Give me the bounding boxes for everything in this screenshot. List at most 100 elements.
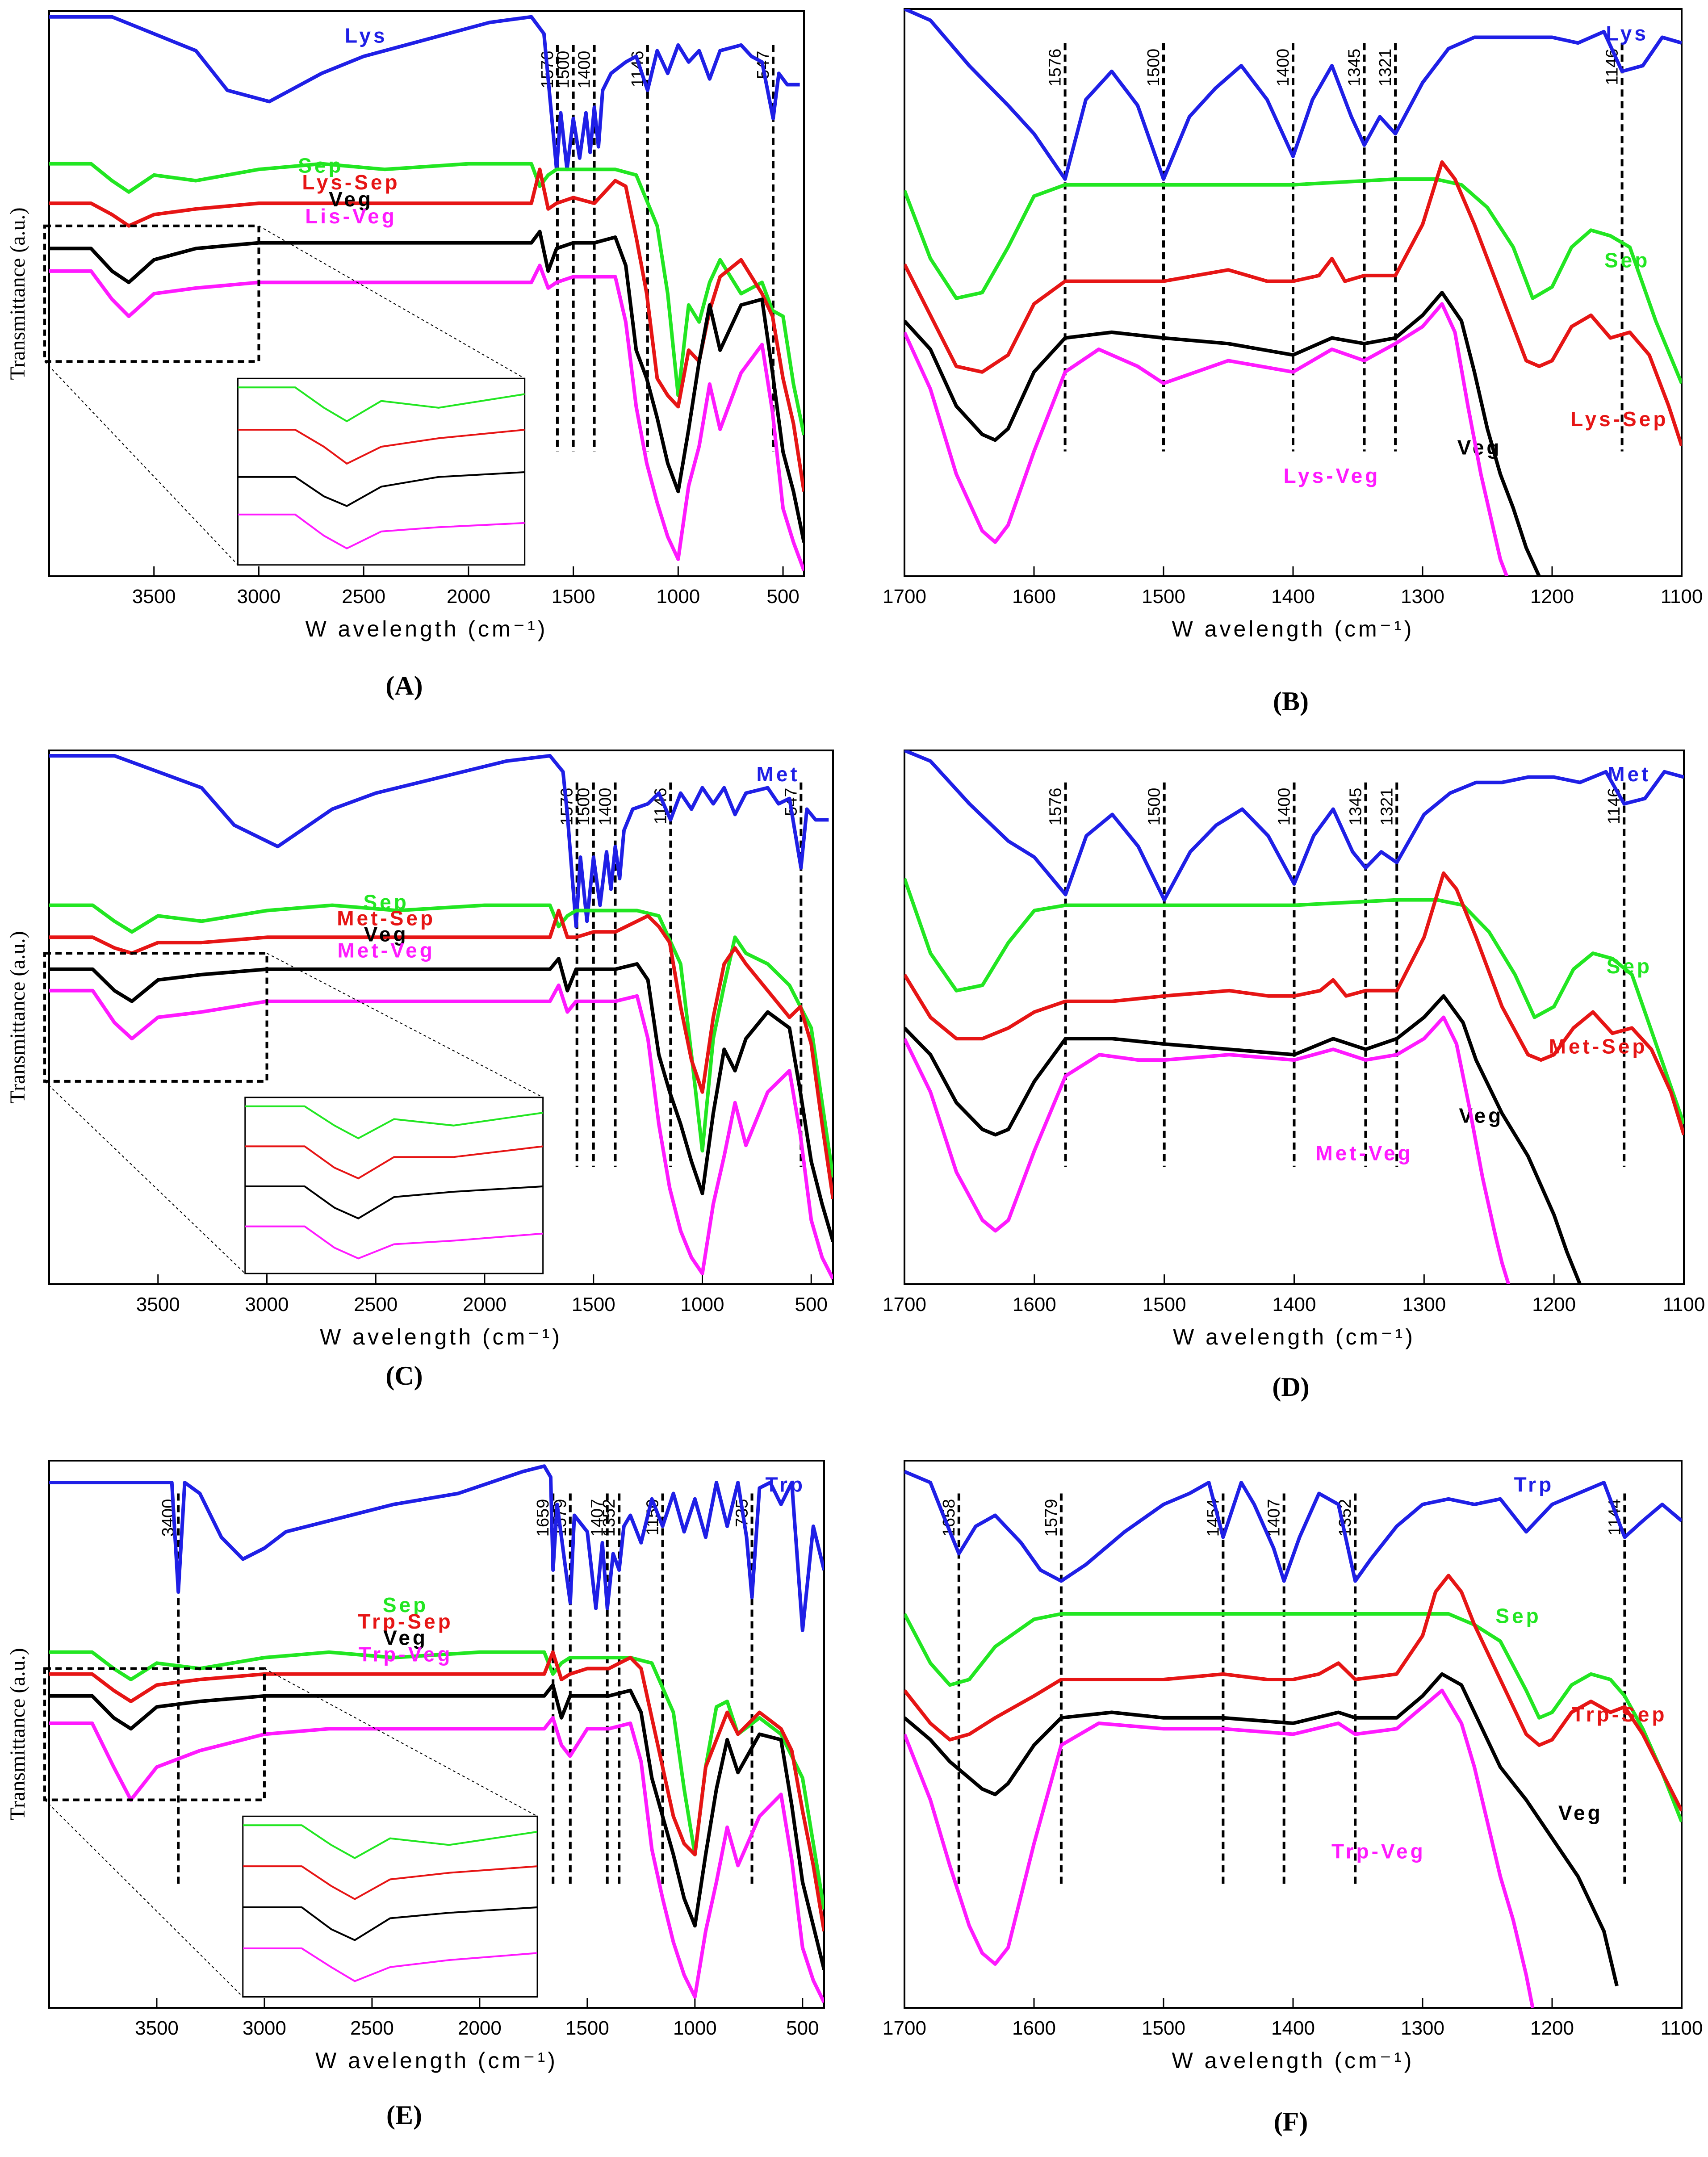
panel-c: 3500 3000 2500 2000 1500 1000 500 W avelength (… bbox=[6, 750, 834, 1391]
x-tick-label: 3500 bbox=[136, 1294, 180, 1315]
peak-label: 1345 bbox=[1346, 788, 1365, 826]
x-tick-label: 500 bbox=[786, 2017, 819, 2039]
plot-frame bbox=[48, 10, 805, 577]
x-tick-label: 1700 bbox=[883, 586, 926, 607]
series-line-veg bbox=[49, 1683, 824, 1970]
series-line-sep bbox=[904, 1612, 1682, 1822]
series-line-trp-veg bbox=[904, 1688, 1535, 2008]
zoom-connector bbox=[258, 225, 525, 379]
peak-label: 1659 bbox=[534, 1499, 553, 1537]
peak-label: 1500 bbox=[1144, 49, 1163, 87]
series-label-trp: Trp bbox=[765, 1473, 805, 1496]
x-tick-label: 1500 bbox=[572, 1294, 615, 1315]
x-tick-label: 1600 bbox=[1012, 586, 1056, 607]
series-line-trp bbox=[904, 1470, 1682, 1583]
x-tick-label: 1600 bbox=[1013, 1294, 1056, 1315]
series-line-lys bbox=[904, 9, 1682, 181]
zoom-connector bbox=[264, 1668, 538, 1817]
peak-label: 1500 bbox=[1145, 788, 1164, 826]
panel-d: 1700 1600 1500 1400 1300 1200 1100 W avelength … bbox=[883, 750, 1705, 1402]
series-label-lys: Lys bbox=[345, 24, 388, 47]
series-label-met-veg: Met-Veg bbox=[337, 938, 435, 962]
x-tick-label: 1000 bbox=[656, 586, 700, 607]
series-label-sep: Sep bbox=[383, 1593, 428, 1617]
x-tick-label: 1300 bbox=[1401, 2017, 1444, 2039]
zoom-connector bbox=[267, 953, 544, 1098]
peak-label: 1576 bbox=[1047, 788, 1065, 826]
series-line-met-sep bbox=[904, 871, 1684, 1135]
panel-a: 3500 3000 2500 2000 1500 1000 500 W avelength (… bbox=[6, 10, 805, 700]
series-label-lys: Lys bbox=[1606, 21, 1649, 45]
inset-series-line-met-veg bbox=[245, 1225, 543, 1260]
x-tick-label: 2500 bbox=[342, 586, 385, 607]
series-label-veg: Veg bbox=[383, 1626, 428, 1650]
x-axis-label: W avelength (cm⁻¹) bbox=[315, 2048, 558, 2073]
x-tick-label: 1400 bbox=[1273, 1294, 1316, 1315]
series-line-met-veg bbox=[49, 983, 833, 1280]
series-label-veg: Veg bbox=[1457, 436, 1502, 459]
x-tick-label: 2000 bbox=[458, 2017, 502, 2039]
series-line-lys-sep bbox=[904, 160, 1682, 447]
x-tick-label: 1500 bbox=[1142, 2017, 1185, 2039]
panel-caption: (F) bbox=[1274, 2107, 1308, 2136]
series-line-met bbox=[49, 754, 829, 929]
series-line-veg bbox=[904, 1672, 1619, 1986]
series-label-lis-veg: Lis-Veg bbox=[305, 205, 397, 228]
inset-frame bbox=[244, 1097, 544, 1274]
x-axis-label: W avelength (cm⁻¹) bbox=[306, 616, 548, 641]
series-line-veg bbox=[904, 291, 1541, 576]
series-line-lys-sep bbox=[49, 168, 804, 492]
series-line-veg bbox=[49, 957, 833, 1242]
series-label-trp-veg: Trp-Veg bbox=[1331, 1839, 1426, 1863]
series-label-met: Met bbox=[757, 762, 800, 786]
peak-label: 1579 bbox=[1042, 1499, 1061, 1537]
series-label-veg: Veg bbox=[1459, 1104, 1503, 1127]
plot-frame bbox=[48, 1460, 825, 2009]
series-label-sep: Sep bbox=[1607, 955, 1652, 978]
x-tick-label: 1300 bbox=[1402, 1294, 1446, 1315]
x-tick-label: 1100 bbox=[1661, 2017, 1703, 2039]
series-line-sep bbox=[49, 1650, 824, 1910]
series-line-veg bbox=[904, 994, 1582, 1284]
x-tick-label: 3500 bbox=[135, 2017, 179, 2039]
x-tick-label: 1200 bbox=[1530, 586, 1574, 607]
peak-label: 1500 bbox=[574, 788, 593, 826]
x-tick-label: 1500 bbox=[565, 2017, 609, 2039]
series-line-sep bbox=[49, 903, 833, 1178]
series-label-met-sep: Met-Sep bbox=[337, 907, 435, 930]
peak-label: 1345 bbox=[1345, 49, 1364, 87]
inset-series-line-lis-veg bbox=[238, 513, 525, 550]
series-label-lys-sep: Lys-Sep bbox=[1570, 407, 1668, 431]
x-tick-label: 3000 bbox=[243, 2017, 286, 2039]
peak-label: 1352 bbox=[600, 1499, 619, 1537]
x-tick-label: 2500 bbox=[350, 2017, 394, 2039]
inset-series-line-veg bbox=[238, 471, 525, 507]
panel-caption: (B) bbox=[1273, 687, 1309, 716]
x-tick-label: 2000 bbox=[447, 586, 490, 607]
peak-label: 1321 bbox=[1377, 788, 1396, 826]
series-label-lys-veg: Lys-Veg bbox=[1284, 464, 1381, 487]
x-tick-label: 1500 bbox=[552, 586, 595, 607]
series-label-trp-sep: Trp-Sep bbox=[1572, 1703, 1667, 1726]
series-line-trp bbox=[49, 1464, 824, 1632]
x-tick-label: 1700 bbox=[883, 2017, 926, 2039]
plot-frame bbox=[48, 750, 834, 1285]
series-label-veg: Veg bbox=[329, 188, 373, 211]
x-tick-label: 1600 bbox=[1012, 2017, 1056, 2039]
peak-label: 1400 bbox=[596, 788, 615, 826]
zoom-region-box bbox=[43, 224, 260, 363]
zoom-connector bbox=[44, 1799, 243, 1998]
series-label-sep: Sep bbox=[363, 891, 409, 914]
x-tick-label: 500 bbox=[795, 1294, 828, 1315]
peak-label: 1500 bbox=[554, 51, 573, 89]
panel-f: 1700 1600 1500 1400 1300 1200 1100 W avelength … bbox=[883, 1460, 1703, 2136]
series-line-lys bbox=[49, 15, 800, 172]
inset-series-line-trp-veg bbox=[243, 1947, 538, 1982]
x-tick-label: 1400 bbox=[1271, 2017, 1315, 2039]
panel-caption: (D) bbox=[1272, 1372, 1309, 1402]
series-line-lis-veg bbox=[49, 264, 804, 571]
x-tick-label: 1500 bbox=[1142, 586, 1185, 607]
x-tick-label: 3000 bbox=[237, 586, 280, 607]
x-tick-label: 1200 bbox=[1530, 2017, 1574, 2039]
